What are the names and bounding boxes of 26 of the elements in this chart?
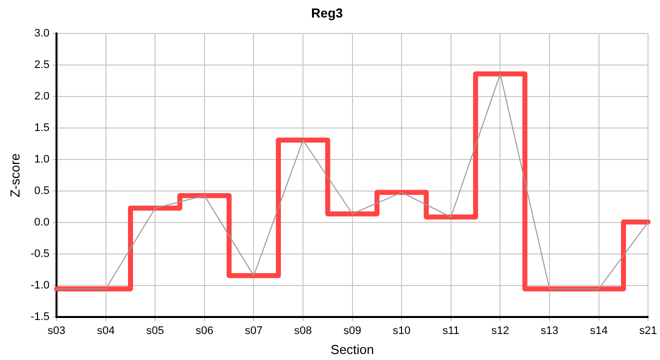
x-tick-label: s13 [540,324,558,337]
y-tick-label: 2.5 [34,59,50,72]
x-tick-label: s21 [639,324,658,337]
y-tick-label: 0.0 [34,216,50,229]
x-tick-label: s03 [48,324,66,337]
y-tick-label: -0.5 [30,248,50,260]
x-tick-label: s04 [96,324,115,337]
x-tick-label: s09 [343,324,362,337]
y-tick-label: 0.5 [34,185,50,198]
chart-title: Reg3 [311,5,343,20]
y-tick-label: 2.0 [34,90,50,103]
y-axis-title: Z-score [7,153,22,198]
y-tick-label: 3.0 [34,28,50,40]
y-tick-label: 1.5 [34,122,50,134]
y-tick-label: -1.0 [30,280,50,292]
x-tick-label: s11 [442,324,460,337]
x-tick-label: s12 [491,324,510,337]
y-tick-label: -1.5 [30,311,50,324]
y-tick-label: 1.0 [34,154,50,166]
x-tick-label: s06 [196,324,214,337]
x-tick-label: s05 [146,324,164,337]
x-tick-label: s08 [294,324,312,337]
x-tick-label: s14 [590,324,608,337]
x-axis-title: Section [330,342,374,357]
x-tick-label: s10 [392,324,411,337]
x-tick-label: s07 [244,324,263,337]
